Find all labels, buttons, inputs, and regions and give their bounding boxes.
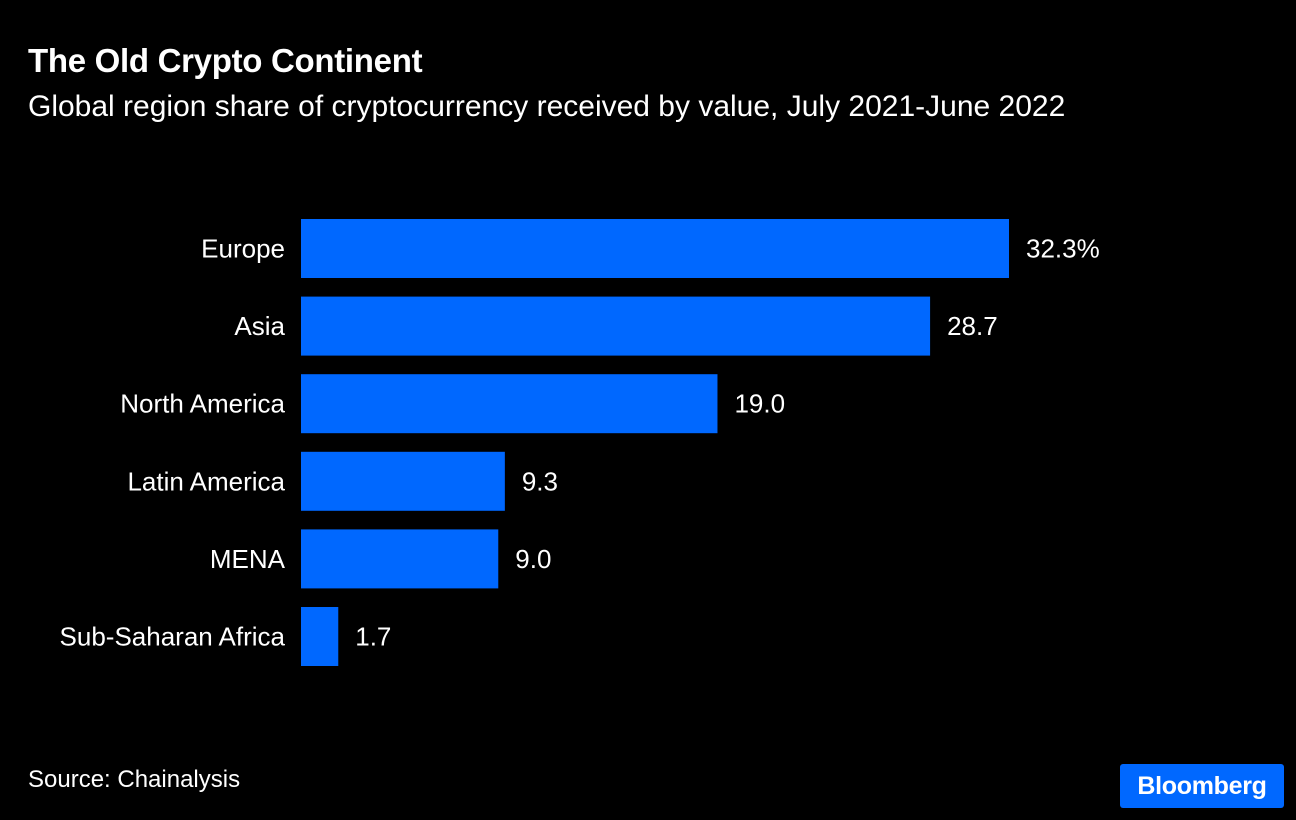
bar <box>301 451 505 511</box>
value-label: 1.7 <box>355 622 391 652</box>
category-label: MENA <box>210 544 286 574</box>
value-label: 28.7 <box>947 311 998 341</box>
category-label: Sub-Saharan Africa <box>60 622 286 652</box>
value-label: 9.3 <box>522 466 558 496</box>
category-label: Asia <box>234 311 285 341</box>
bar <box>301 607 339 666</box>
bar <box>301 374 718 434</box>
category-label: North America <box>120 389 285 419</box>
bloomberg-logo: Bloomberg <box>1120 764 1284 808</box>
chart-title: The Old Crypto Continent <box>28 42 423 79</box>
value-label: 19.0 <box>734 389 785 419</box>
source-note: Source: Chainalysis <box>28 766 241 793</box>
category-label: Latin America <box>127 466 285 496</box>
bar <box>301 296 931 356</box>
bar-chart: Europe 32.3% Asia 28.7 North America 19.0 Lati… <box>60 219 1100 666</box>
value-label: 9.0 <box>515 544 551 574</box>
chart-subtitle: Global region share of cryptocurrency re… <box>28 90 1066 123</box>
value-label: 32.3% <box>1026 234 1100 264</box>
bar <box>301 219 1009 278</box>
bar <box>301 529 499 589</box>
category-label: Europe <box>201 234 285 264</box>
